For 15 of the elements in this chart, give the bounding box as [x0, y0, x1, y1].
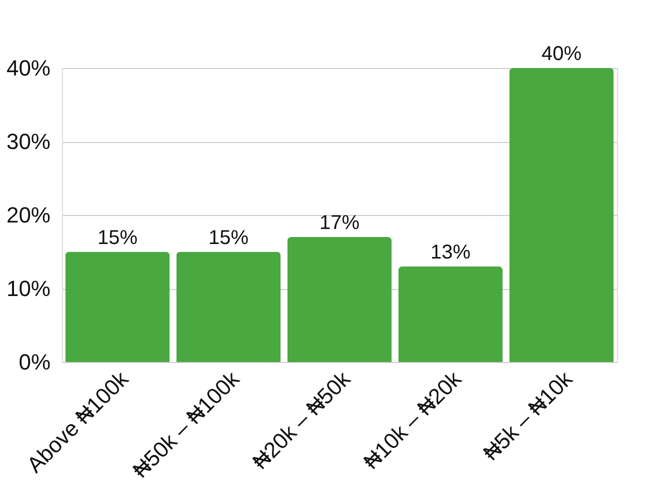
- data-label: 13%: [430, 241, 471, 264]
- data-label: 40%: [541, 43, 582, 65]
- data-label: 15%: [97, 226, 138, 249]
- bar: [176, 252, 281, 362]
- y-tick-label: 30%: [6, 129, 50, 154]
- data-label: 17%: [319, 212, 360, 234]
- y-tick-label: 20%: [6, 202, 50, 228]
- y-tick-label: 40%: [6, 56, 50, 80]
- bar: [398, 266, 503, 362]
- y-tick-label: 0%: [18, 350, 50, 374]
- y-tick-label: 10%: [6, 276, 50, 301]
- bar: [509, 68, 614, 362]
- bar: [65, 252, 170, 362]
- bar: [287, 237, 392, 362]
- data-label: 15%: [208, 226, 249, 249]
